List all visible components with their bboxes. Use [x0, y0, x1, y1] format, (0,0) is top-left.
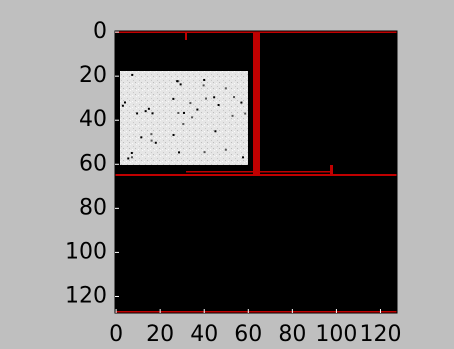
noise-dot	[155, 142, 157, 144]
noise-dot	[177, 112, 179, 114]
x-tick-label: 0	[109, 322, 123, 347]
noise-dot	[183, 112, 185, 114]
x-tick-label: 100	[315, 322, 357, 347]
figure: 020406080100120020406080100120	[0, 0, 454, 349]
noise-dot	[148, 108, 150, 110]
noise-dot	[150, 133, 152, 135]
red-horizontal-line	[115, 174, 397, 176]
x-tick-label: 20	[146, 322, 174, 347]
y-tick-label: 20	[79, 63, 107, 88]
y-tick-label: 80	[79, 195, 107, 220]
x-tick-label: 60	[234, 322, 262, 347]
y-tick-label: 60	[79, 151, 107, 176]
noise-dot	[214, 130, 216, 132]
x-tick-label: 120	[359, 322, 401, 347]
axes	[115, 31, 397, 313]
noise-dot	[203, 79, 205, 81]
noise-dot	[151, 140, 153, 142]
noise-dot	[191, 116, 193, 118]
noise-dot	[189, 102, 191, 104]
noise-dot	[242, 156, 244, 158]
noise-dot	[225, 149, 227, 151]
noise-dot	[131, 156, 133, 158]
red-thin-line	[186, 171, 330, 173]
noise-dot	[205, 98, 207, 100]
noise-dot	[182, 123, 184, 125]
noise-dot	[204, 151, 206, 153]
noise-dot	[225, 87, 227, 89]
noise-dot	[172, 98, 174, 100]
y-tick-label: 0	[93, 19, 107, 44]
noise-dot	[124, 101, 126, 103]
noise-dot	[213, 96, 215, 98]
noise-dot	[173, 134, 175, 136]
noise-dot	[122, 105, 124, 107]
noise-dot	[151, 112, 153, 114]
noise-dot	[244, 113, 246, 115]
red-marker	[330, 165, 333, 175]
noise-dot	[180, 83, 182, 85]
noise-dot	[136, 112, 138, 114]
noise-dot	[178, 151, 180, 153]
noise-dot	[140, 136, 142, 138]
noise-dot	[203, 84, 205, 86]
noise-dot	[218, 104, 220, 106]
y-tick-label: 120	[65, 283, 107, 308]
noise-dot	[232, 115, 234, 117]
noise-dot	[127, 157, 129, 159]
x-tick-label: 80	[278, 322, 306, 347]
noise-dot	[196, 109, 198, 111]
noise-dot	[131, 152, 133, 154]
bright-region	[120, 71, 248, 165]
red-vertical-bar	[253, 31, 260, 174]
noise-dot	[131, 74, 133, 76]
y-tick-label: 40	[79, 107, 107, 132]
noise-dot	[233, 96, 235, 98]
noise-dot	[240, 102, 242, 104]
noise-dot	[145, 110, 147, 112]
x-tick-label: 40	[190, 322, 218, 347]
noise-dot	[176, 80, 178, 82]
y-tick-label: 100	[65, 239, 107, 264]
